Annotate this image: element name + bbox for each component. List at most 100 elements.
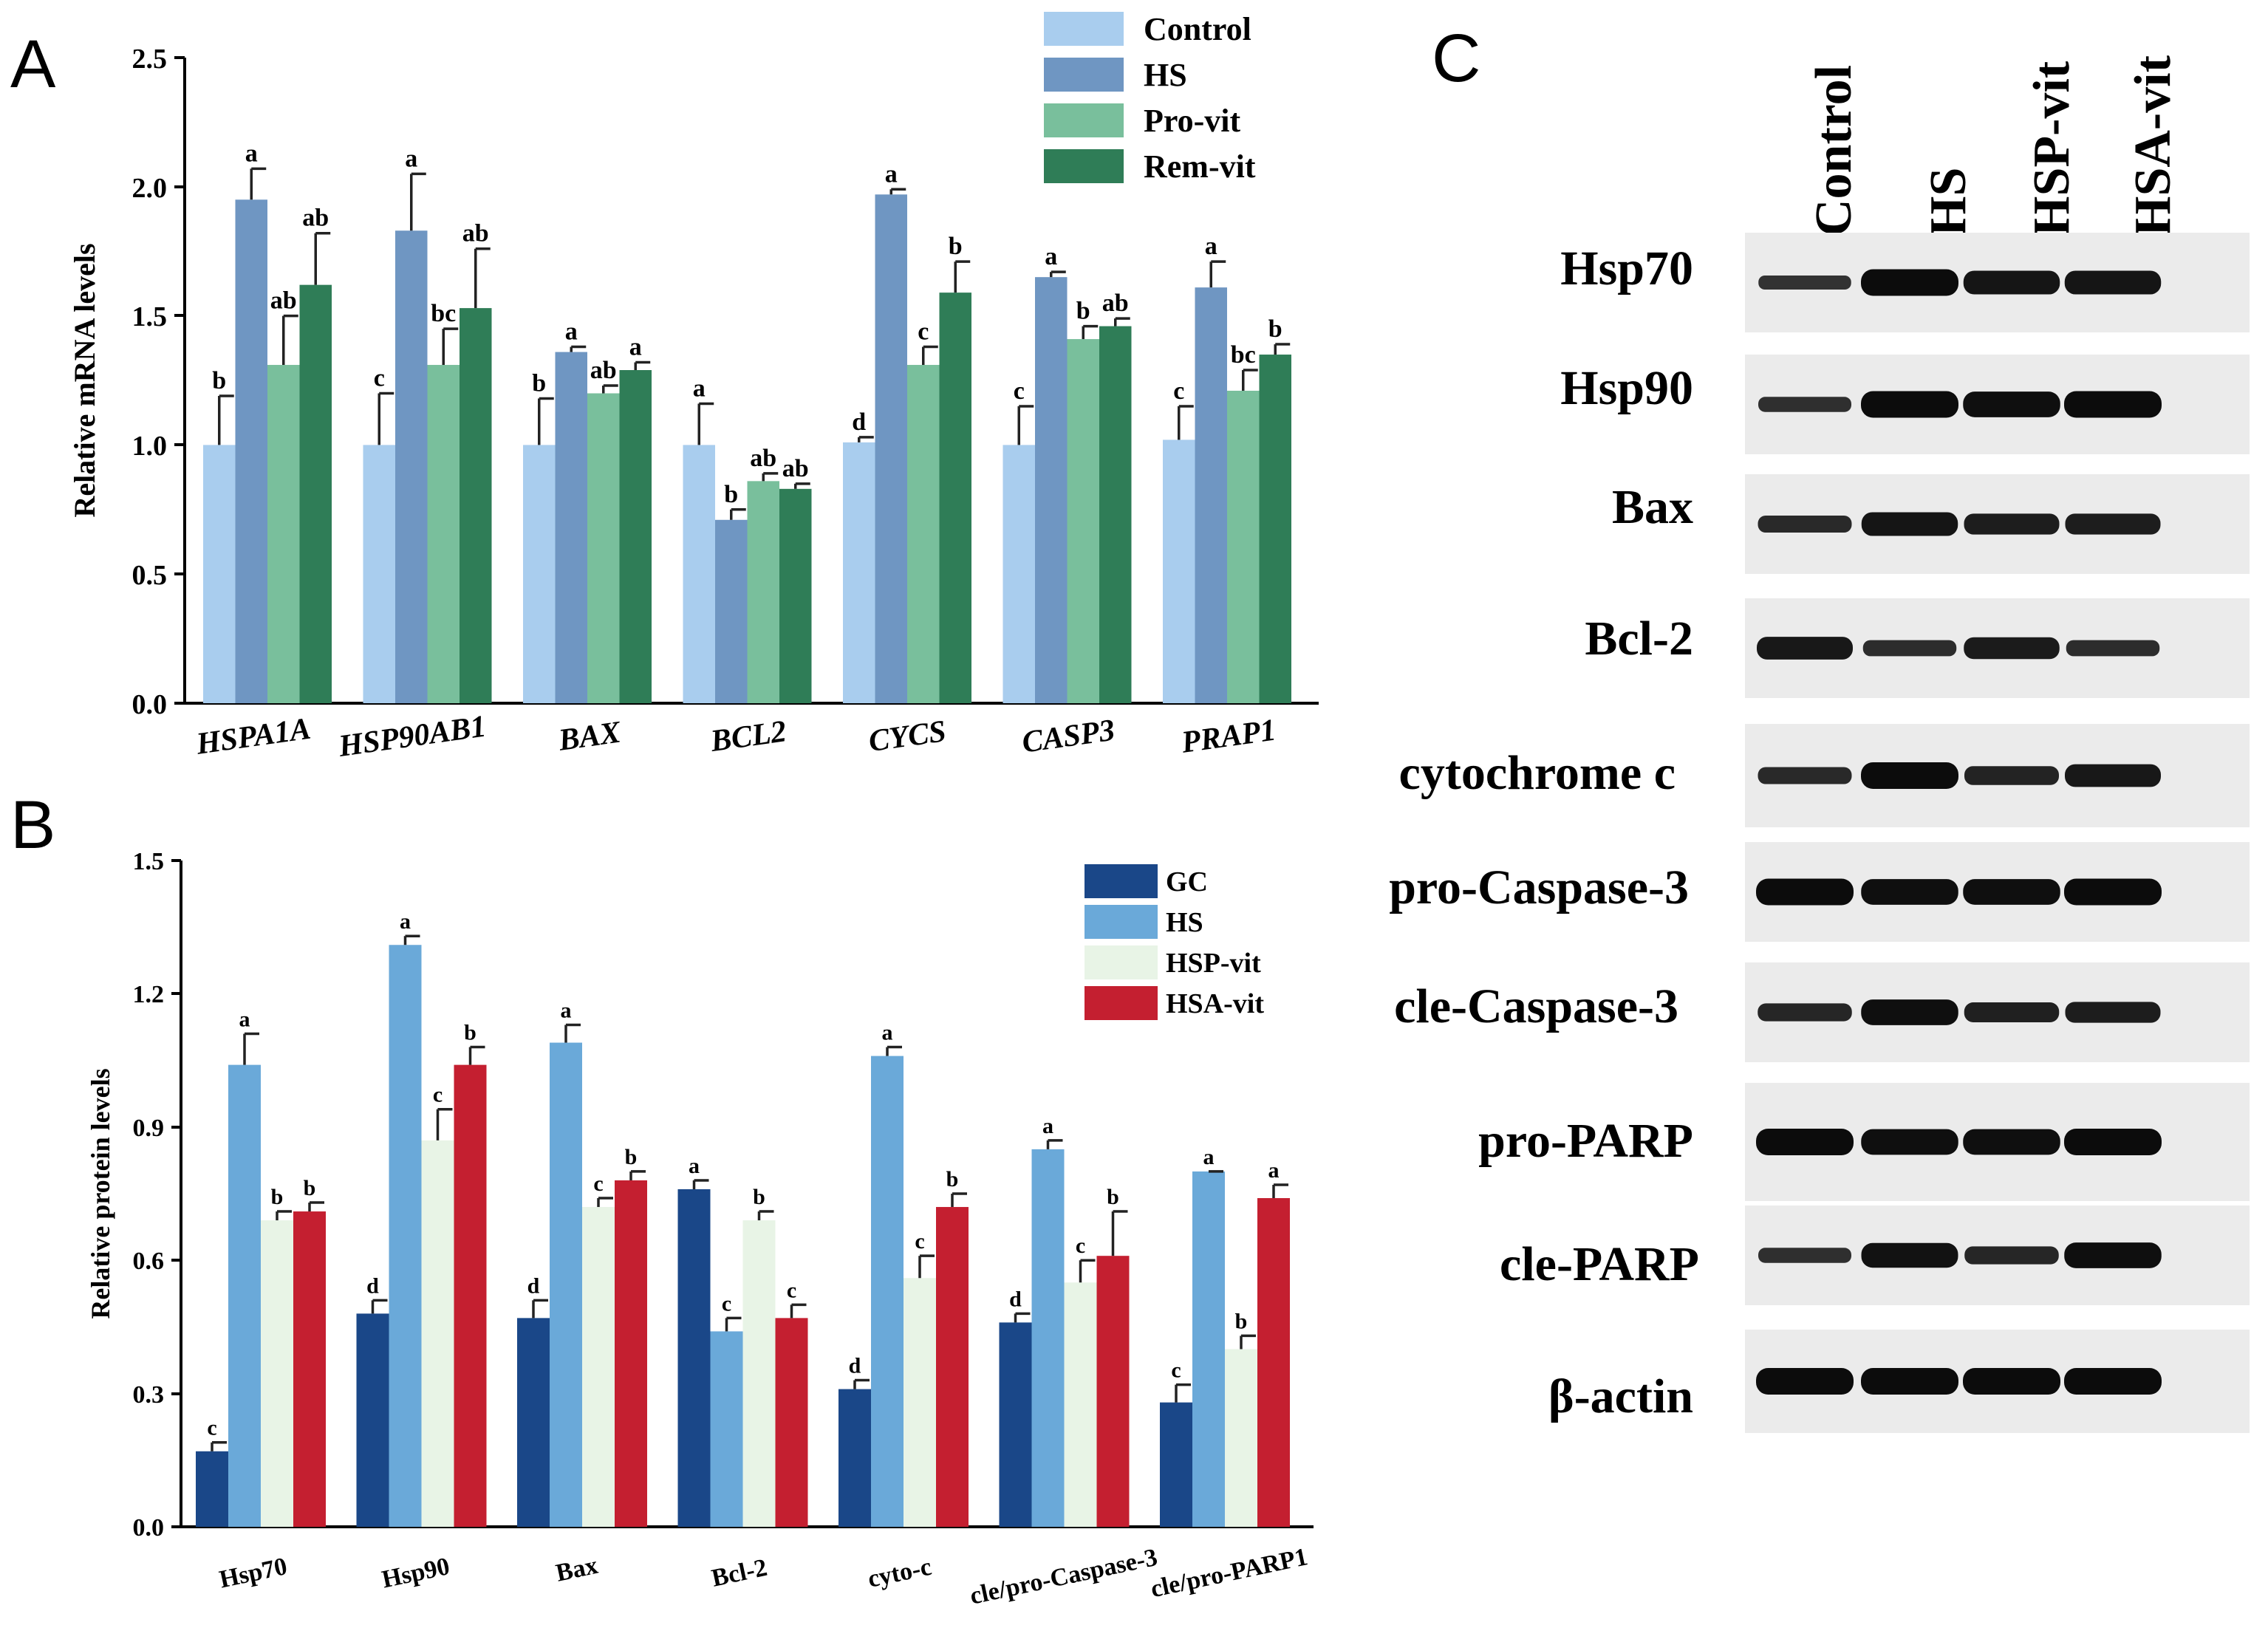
significance-label: a xyxy=(882,1021,893,1045)
bar-hsp-vit xyxy=(904,1278,936,1527)
blot-band xyxy=(2065,764,2161,787)
protein-label: cytochrome c xyxy=(1399,746,1676,800)
bar-rem-vit xyxy=(779,488,812,703)
x-tick-label: cyto-c xyxy=(866,1553,935,1593)
x-tick-label: cle/pro-PARP1 xyxy=(1148,1543,1310,1603)
blot-band xyxy=(1861,999,1958,1025)
significance-label: d xyxy=(852,408,866,436)
significance-label: ab xyxy=(782,455,809,482)
bar-control xyxy=(363,445,395,703)
bar-hs xyxy=(875,194,907,704)
bar-hs xyxy=(1031,1149,1065,1527)
bar-rem-vit xyxy=(619,370,652,703)
blot-row xyxy=(1745,598,2250,698)
x-tick-label: PRAP1 xyxy=(1178,713,1277,760)
bar-hsa-vit xyxy=(615,1180,647,1527)
significance-label: c xyxy=(433,1083,443,1107)
significance-label: b xyxy=(304,1176,316,1200)
western-blot: Control HS HSP-vit HSA-vit Hsp70 Hsp90 B… xyxy=(1389,55,2250,1433)
blot-band xyxy=(2064,878,2162,906)
significance-label: c xyxy=(722,1291,731,1316)
legend-label: Rem-vit xyxy=(1144,148,1256,185)
legend-swatch xyxy=(1044,12,1124,46)
lane-label: Control xyxy=(1806,65,1862,236)
x-labels-a: HSPA1A HSP90AB1 BAX BCL2 CYCS CASP3 PRAP… xyxy=(194,709,1278,764)
significance-label: b xyxy=(271,1185,284,1209)
legend-swatch xyxy=(1044,149,1124,183)
legend-item-pro-vit: Pro-vit xyxy=(1044,103,1240,139)
bar-hsa-vit xyxy=(936,1207,969,1527)
blot-band xyxy=(2064,391,2162,418)
bar-hs xyxy=(1192,1171,1225,1527)
bar-pro-vit xyxy=(1067,339,1099,703)
significance-label: c xyxy=(1171,1358,1181,1383)
significance-label: ab xyxy=(462,220,489,247)
protein-label: pro-Caspase-3 xyxy=(1389,861,1689,914)
y-tick-label: 1.5 xyxy=(133,848,165,875)
protein-label: cle-Caspase-3 xyxy=(1394,979,1678,1033)
blot-band xyxy=(1861,512,1958,536)
legend-label: Control xyxy=(1144,11,1251,47)
y-tick-a-2: 1.0 xyxy=(132,431,185,462)
significance-label: b xyxy=(753,1185,765,1209)
blot-band xyxy=(2064,270,2162,295)
blot-band xyxy=(1756,878,1854,906)
significance-label: d xyxy=(366,1273,379,1298)
bar-hsp-vit xyxy=(582,1207,615,1527)
significance-label: b xyxy=(532,369,546,397)
significance-label: a xyxy=(400,909,411,934)
y-tick-label: 2.5 xyxy=(132,44,168,75)
blot-band xyxy=(1758,1248,1851,1263)
bar-control xyxy=(1003,445,1035,703)
significance-label: d xyxy=(849,1354,861,1378)
panel-label-c: C xyxy=(1432,21,1480,96)
x-labels-b: Hsp70 Hsp90 Bax Bcl-2 cyto-c cle/pro-Cas… xyxy=(217,1543,1311,1610)
y-tick-label: 0.3 xyxy=(133,1381,165,1409)
significance-label: c xyxy=(374,364,385,391)
legend-item-rem-vit: Rem-vit xyxy=(1044,148,1256,185)
legend-swatch xyxy=(1085,986,1158,1020)
y-tick-b-5: 1.5 xyxy=(133,848,181,875)
protein-label: Hsp70 xyxy=(1560,242,1693,295)
panel-label-b: B xyxy=(10,787,55,863)
protein-label: Bax xyxy=(1612,480,1693,534)
blot-band xyxy=(1861,1242,1958,1268)
significance-label: b xyxy=(1235,1309,1248,1333)
blot-band xyxy=(1758,1003,1852,1022)
significance-label: a xyxy=(1042,1114,1053,1138)
bar-hs xyxy=(1035,277,1068,703)
significance-label: c xyxy=(593,1172,603,1196)
significance-label: a xyxy=(885,160,898,188)
bar-rem-vit xyxy=(939,293,971,703)
blot-band xyxy=(2064,1368,2162,1395)
significance-label: a xyxy=(239,1008,250,1032)
y-label-b: Relative protein levels xyxy=(86,1068,115,1319)
bar-gc xyxy=(999,1322,1032,1527)
significance-label: a xyxy=(1045,243,1057,270)
significance-label: a xyxy=(629,334,642,361)
blot-band xyxy=(2064,1242,2162,1268)
bar-hsp-vit xyxy=(261,1220,293,1527)
lane-label: HSA-vit xyxy=(2125,55,2182,236)
legend-item-control: Control xyxy=(1044,11,1251,47)
x-tick-label: CASP3 xyxy=(1020,714,1117,760)
y-tick-label: 2.0 xyxy=(132,173,168,204)
legend-item-hsa-vit: HSA-vit xyxy=(1085,986,1264,1020)
bar-control xyxy=(1163,440,1195,703)
bar-pro-vit xyxy=(427,365,460,703)
bar-hs xyxy=(228,1064,261,1527)
protein-label: β-actin xyxy=(1548,1369,1693,1423)
significance-label: a xyxy=(1268,1158,1280,1183)
blot-band xyxy=(2065,513,2161,535)
blot-band xyxy=(1964,1002,2060,1022)
blot-band xyxy=(1963,270,2060,295)
bar-gc xyxy=(677,1188,711,1527)
bar-control xyxy=(203,445,236,703)
legend-item-hs: HS xyxy=(1085,905,1203,939)
bar-hsp-vit xyxy=(421,1140,454,1527)
bar-control xyxy=(843,442,875,703)
legend-swatch xyxy=(1085,864,1158,898)
significance-label: c xyxy=(787,1278,796,1302)
blot-band xyxy=(1861,1368,1958,1395)
blot-strips xyxy=(1745,233,2250,1433)
